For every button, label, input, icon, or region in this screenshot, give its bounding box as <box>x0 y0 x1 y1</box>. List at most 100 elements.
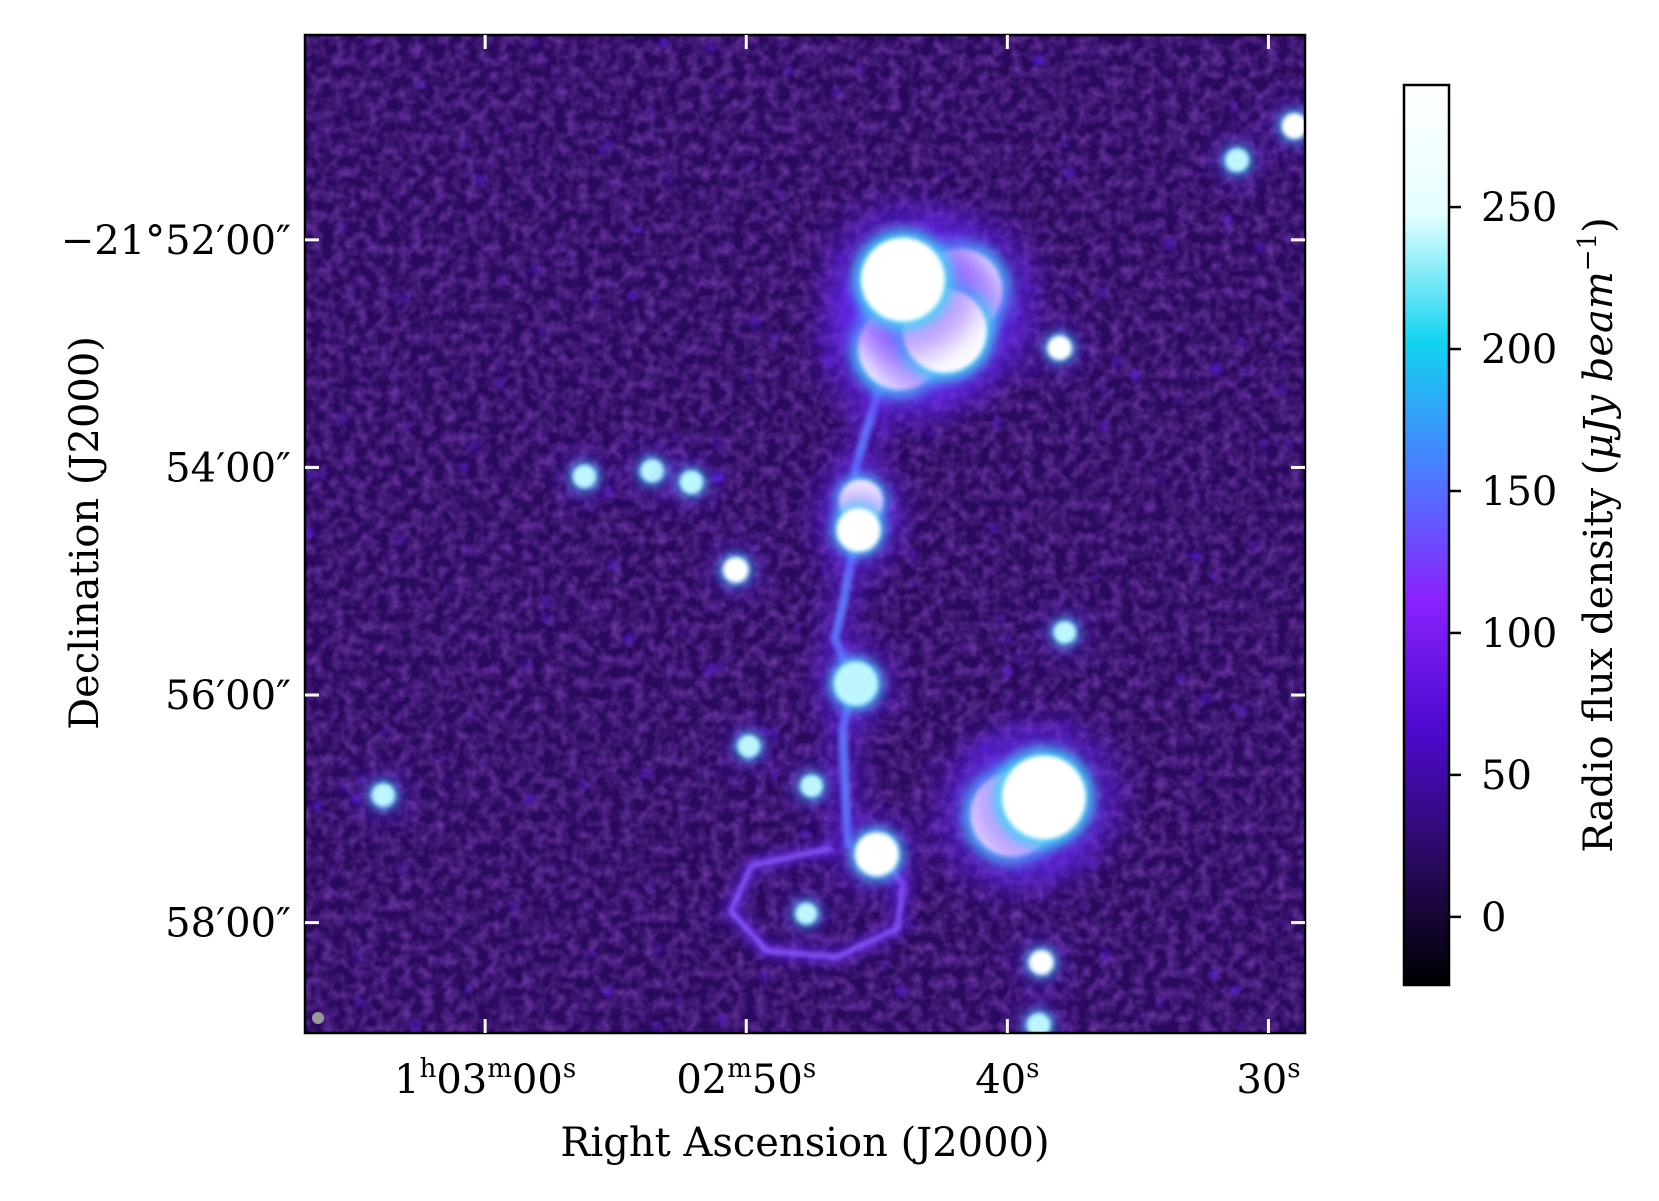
faint-source <box>305 526 314 538</box>
faint-source <box>503 126 510 134</box>
faint-source <box>451 370 457 377</box>
faint-source <box>714 85 721 92</box>
source-core <box>860 237 945 322</box>
faint-source <box>1238 1022 1244 1028</box>
faint-source <box>712 437 723 449</box>
faint-source <box>578 821 584 827</box>
colorbar-label: Radio flux density (μJy beam−1) <box>1573 217 1622 853</box>
faint-source <box>524 793 535 804</box>
faint-source <box>706 924 712 930</box>
faint-source <box>476 175 485 184</box>
faint-source <box>468 441 479 452</box>
source-core <box>640 459 664 483</box>
jet-core <box>830 349 895 848</box>
faint-source <box>1209 574 1216 581</box>
faint-source <box>468 712 476 720</box>
faint-source <box>1221 214 1233 226</box>
faint-source <box>623 312 630 318</box>
faint-source <box>1229 702 1238 711</box>
source-core <box>795 902 817 925</box>
faint-source <box>529 264 539 274</box>
y-tick-label-0: −21°52′00″ <box>61 218 291 264</box>
source-core <box>737 735 760 758</box>
faint-source <box>603 139 613 149</box>
faint-source <box>459 463 469 473</box>
faint-source <box>498 366 505 373</box>
faint-source <box>466 546 472 552</box>
image-panel <box>305 35 1305 1033</box>
faint-source <box>578 779 588 789</box>
faint-source <box>541 596 551 607</box>
faint-source <box>357 775 364 782</box>
faint-source <box>602 486 614 499</box>
x-tick-label-1: 02m50s <box>676 1054 816 1103</box>
faint-source <box>1229 102 1238 110</box>
source-core <box>679 470 703 494</box>
faint-source <box>395 861 408 874</box>
faint-background-sources <box>305 36 1293 1032</box>
faint-source <box>397 291 409 304</box>
faint-source <box>540 611 552 624</box>
y-tick-label-2: 56′00″ <box>165 673 291 719</box>
faint-source <box>885 428 893 436</box>
faint-source <box>857 64 866 72</box>
source-core <box>1053 621 1076 644</box>
faint-source <box>704 663 716 675</box>
faint-source <box>706 43 716 53</box>
faint-source <box>1254 243 1265 254</box>
source-core <box>836 508 881 553</box>
radio-sources <box>361 101 1305 1033</box>
x-axis-ticks: 1h03m00s 02m50s 40s 30s <box>394 35 1301 1103</box>
faint-source <box>336 782 347 793</box>
faint-source <box>820 567 827 573</box>
faint-source <box>749 316 761 329</box>
source-core <box>854 832 899 877</box>
faint-source <box>1265 671 1272 678</box>
faint-source <box>437 753 444 760</box>
faint-source <box>895 986 907 998</box>
cbar-tick-label-2: 100 <box>1481 611 1557 657</box>
faint-source <box>648 882 654 888</box>
cbar-tick-label-1: 50 <box>1481 753 1532 799</box>
faint-source <box>1163 238 1176 250</box>
image-noise <box>305 35 1305 1033</box>
faint-source <box>403 421 414 431</box>
faint-source <box>775 189 785 199</box>
faint-source <box>627 291 638 302</box>
faint-source <box>882 960 889 967</box>
faint-source <box>305 469 315 482</box>
faint-source <box>1199 692 1211 704</box>
faint-source <box>444 776 453 784</box>
faint-source <box>1279 921 1286 927</box>
faint-source <box>1156 475 1164 484</box>
diffuse-emission <box>722 340 911 965</box>
x-axis-label: Right Ascension (J2000) <box>560 1120 1049 1166</box>
faint-source <box>679 628 687 637</box>
y-tick-label-3: 58′00″ <box>165 901 291 947</box>
faint-source <box>312 801 322 811</box>
faint-source <box>1238 706 1249 717</box>
faint-source <box>943 167 952 176</box>
faint-source <box>498 276 505 284</box>
faint-source <box>1061 141 1068 148</box>
faint-source <box>624 632 635 644</box>
plot-frame <box>303 33 1307 1035</box>
faint-source <box>351 794 361 804</box>
beam-marker <box>312 1012 324 1024</box>
faint-source <box>591 298 598 305</box>
faint-source <box>537 327 547 336</box>
faint-source <box>652 1022 662 1032</box>
faint-source <box>649 106 656 114</box>
faint-source <box>696 408 704 416</box>
faint-source <box>397 537 404 545</box>
faint-source <box>366 36 373 44</box>
faint-source <box>496 379 505 388</box>
faint-source <box>713 472 725 483</box>
cbar-tick-label-3: 150 <box>1481 469 1557 515</box>
source-core <box>1028 950 1054 975</box>
colorbar: 0 50 100 150 200 250 Radio flux density (μJy … <box>1402 83 1622 987</box>
faint-source <box>770 333 778 341</box>
faint-source <box>783 887 789 893</box>
faint-source <box>1078 902 1085 910</box>
